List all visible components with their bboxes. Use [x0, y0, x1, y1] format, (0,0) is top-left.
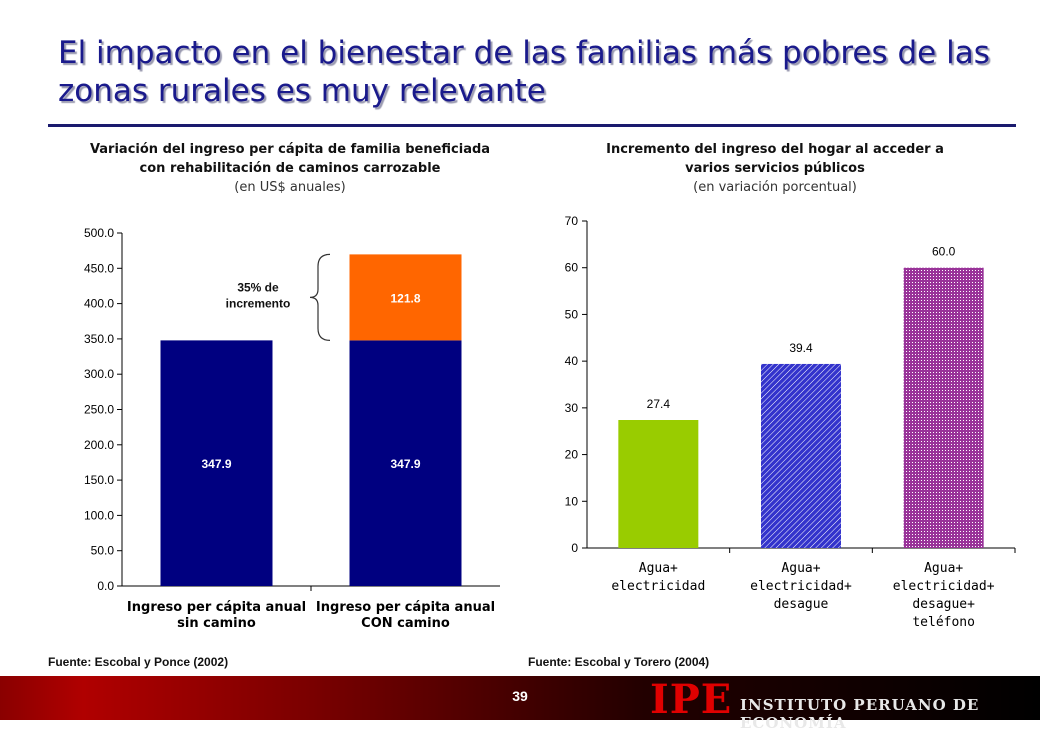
left-bar-segment	[349, 340, 462, 586]
left-y-tick-label: 400.0	[84, 297, 114, 311]
left-bar-data-label: 121.8	[390, 291, 420, 305]
right-y-tick-label: 0	[571, 541, 578, 555]
right-bar	[903, 267, 984, 548]
left-category-label: Ingreso per cápita anual	[316, 600, 495, 615]
ipe-logo: IPE	[650, 676, 733, 723]
left-y-tick-label: 300.0	[84, 367, 114, 381]
left-chart-title: Variación del ingreso per cápita de fami…	[40, 140, 540, 197]
left-y-tick-label: 250.0	[84, 403, 114, 417]
right-y-tick-label: 50	[565, 307, 579, 321]
left-y-tick-label: 50.0	[91, 544, 115, 558]
right-y-tick-label: 60	[565, 261, 579, 275]
left-brace-annotation	[309, 253, 331, 341]
right-chart-source: Fuente: Escobal y Torero (2004)	[528, 655, 710, 669]
right-bar	[618, 420, 699, 548]
left-annotation-line1: 35% de	[237, 280, 279, 294]
right-category-label: teléfono	[912, 615, 975, 630]
right-bar-data-label: 39.4	[789, 341, 813, 355]
right-category-label: desague	[774, 597, 829, 612]
left-category-label: CON camino	[361, 616, 450, 631]
left-bar-data-label: 347.9	[390, 457, 420, 471]
right-chart-title: Incremento del ingreso del hogar al acce…	[530, 140, 1020, 197]
right-y-tick-label: 30	[565, 401, 579, 415]
right-chart-title-line1: Incremento del ingreso del hogar al acce…	[606, 142, 944, 157]
left-y-tick-label: 450.0	[84, 261, 114, 275]
left-y-tick-label: 100.0	[84, 508, 114, 522]
left-chart-title-line1: Variación del ingreso per cápita de fami…	[89, 142, 491, 157]
right-category-label: electricidad+	[750, 579, 852, 594]
left-category-label: sin camino	[177, 616, 256, 631]
left-bar-data-label: 347.9	[201, 457, 231, 471]
right-category-label: electricidad+	[893, 579, 995, 594]
right-chart-units: (en variación porcentual)	[693, 180, 857, 195]
left-bar-segment	[349, 254, 462, 341]
left-chart-units: (en US$ anuales)	[234, 180, 346, 195]
right-category-label: Agua+	[924, 561, 963, 576]
left-bar-segment	[160, 340, 273, 586]
page-number: 39	[512, 688, 528, 704]
left-y-tick-label: 150.0	[84, 473, 114, 487]
right-category-label: Agua+	[639, 561, 678, 576]
left-chart-title-line2: con rehabilitación de caminos carrozable	[139, 161, 441, 176]
page-title: El impacto en el bienestar de las famili…	[58, 35, 990, 109]
right-y-tick-label: 70	[565, 214, 579, 228]
right-y-tick-label: 40	[565, 354, 579, 368]
right-bar-data-label: 27.4	[647, 397, 671, 411]
left-y-tick-label: 200.0	[84, 438, 114, 452]
title-underline	[48, 124, 1016, 127]
right-bar-data-label: 60.0	[932, 245, 956, 259]
left-y-tick-label: 0.0	[97, 579, 114, 593]
ipe-logo-text: INSTITUTO PERUANO DE ECONOMÍA	[740, 696, 980, 732]
left-category-label: Ingreso per cápita anual	[127, 600, 306, 615]
left-chart: 0.0 50.0 100.0 150.0 200.0 250.0 300.0 350.0 400…	[84, 226, 500, 631]
right-chart-title-line2: varios servicios públicos	[685, 161, 865, 176]
right-category-label: electricidad	[611, 579, 705, 594]
right-bar	[761, 363, 841, 548]
left-chart-source: Fuente: Escobal y Ponce (2002)	[48, 655, 229, 669]
footer-bar	[0, 676, 1040, 720]
left-y-tick-label: 350.0	[84, 332, 114, 346]
right-category-label: desague+	[912, 597, 975, 612]
right-category-label: Agua+	[781, 561, 820, 576]
right-y-tick-label: 10	[565, 494, 579, 508]
right-chart: 0 10 20 30 40 50 60 70 27.4 Agua+ electricidad 39.4…	[565, 214, 1016, 630]
left-y-tick-label: 500.0	[84, 226, 114, 240]
right-y-tick-label: 20	[565, 448, 579, 462]
left-annotation-line2: incremento	[226, 296, 291, 310]
